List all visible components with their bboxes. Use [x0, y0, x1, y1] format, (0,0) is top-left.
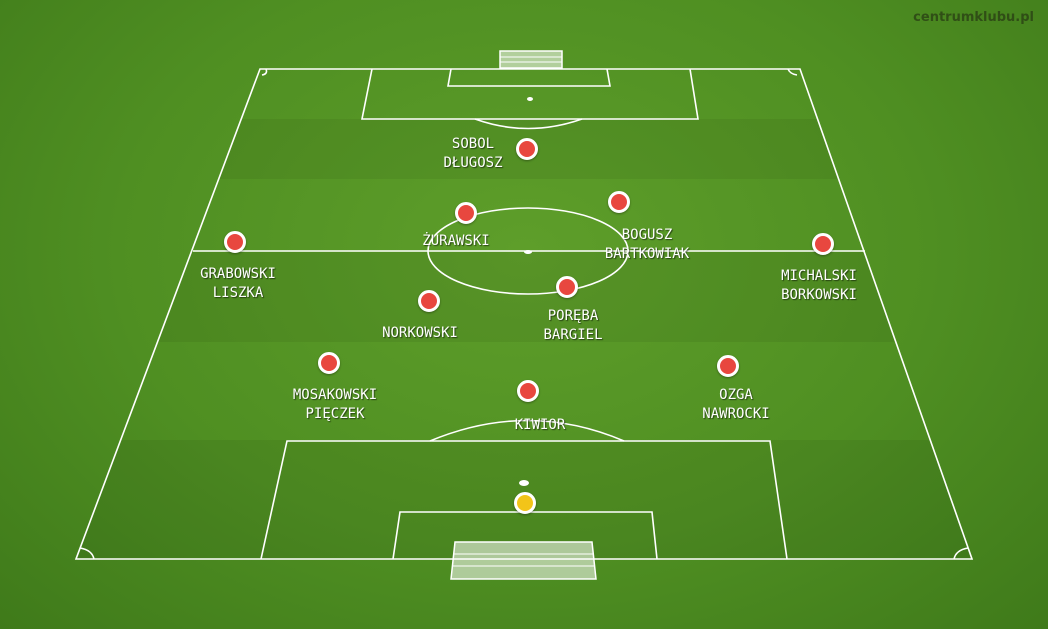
- corner-arc-bottom-left: [79, 547, 95, 560]
- player-name: GRABOWSKI LISZKA: [200, 266, 276, 301]
- bottom-penalty-spot: [519, 480, 529, 486]
- player-marker: [224, 231, 246, 253]
- center-circle: [427, 207, 629, 295]
- corner-arc-bottom-right: [953, 547, 969, 560]
- player-marker: [418, 290, 440, 312]
- bottom-goal: [450, 541, 597, 580]
- player-marker: [455, 202, 477, 224]
- player-marker: [318, 352, 340, 374]
- player-name: OZGA NAWROCKI: [702, 387, 770, 422]
- top-penalty-arc: [474, 118, 583, 130]
- player-name: NORKOWSKI: [382, 325, 458, 341]
- player-marker: [812, 233, 834, 255]
- player-name: PORĘBA BARGIEL: [543, 308, 603, 343]
- player-name: BOGUSZ BARTKOWIAK: [604, 227, 690, 262]
- bottom-penalty-arc: [429, 419, 625, 442]
- pitch-lines: [74, 68, 974, 560]
- bottom-penalty-area: [260, 440, 788, 560]
- player-marker: [556, 276, 578, 298]
- player-marker: [717, 355, 739, 377]
- top-penalty-area: [361, 68, 699, 120]
- player-name: SOBOL DŁUGOSZ: [443, 136, 503, 171]
- watermark: centrumklubu.pl: [913, 10, 1034, 25]
- player-marker: [608, 191, 630, 213]
- center-spot: [524, 250, 532, 254]
- player-name: KIWIOR: [514, 417, 566, 433]
- top-goal-area: [447, 68, 611, 87]
- corner-arc-top-right: [787, 68, 798, 76]
- player-name: MICHALSKI BORKOWSKI: [781, 268, 857, 303]
- player-marker: [517, 380, 539, 402]
- corner-arc-top-left: [261, 68, 268, 76]
- top-penalty-spot: [527, 97, 533, 101]
- player-name: MOSAKOWSKI PIĘCZEK: [292, 387, 378, 422]
- pitch-boundary: [74, 68, 974, 560]
- player-marker: [514, 492, 536, 514]
- player-name: ŻURAWSKI: [422, 233, 490, 249]
- player-marker: [516, 138, 538, 160]
- top-goal: [499, 50, 563, 69]
